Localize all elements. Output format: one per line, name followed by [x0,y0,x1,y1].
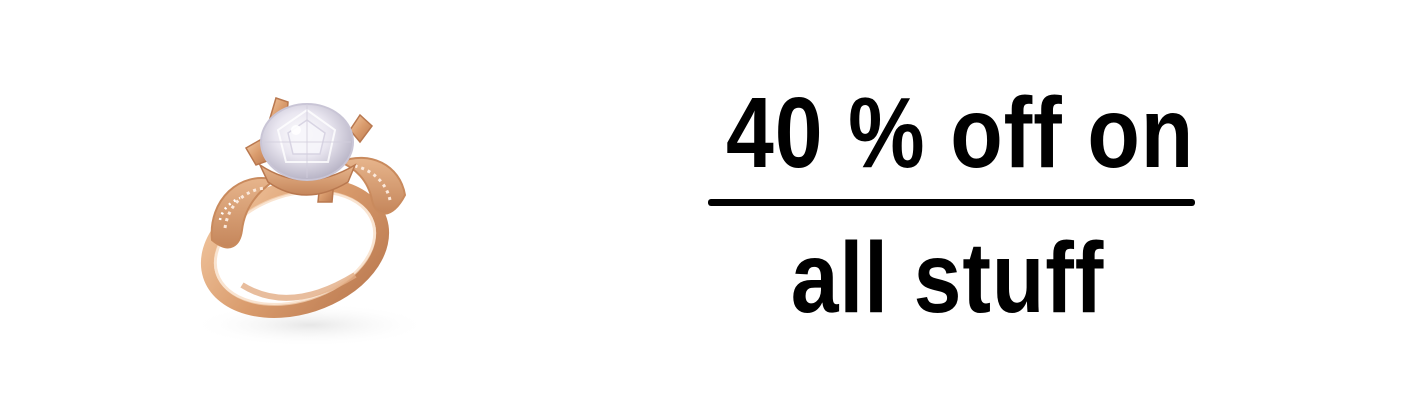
ring-image [150,70,480,370]
ring-icon [190,97,430,347]
promo-divider-line [708,199,1195,206]
promo-text-block: 40 % off on all stuff [690,78,1205,338]
promo-headline: 40 % off on [726,77,1195,189]
promo-subline: all stuff [790,222,1105,334]
